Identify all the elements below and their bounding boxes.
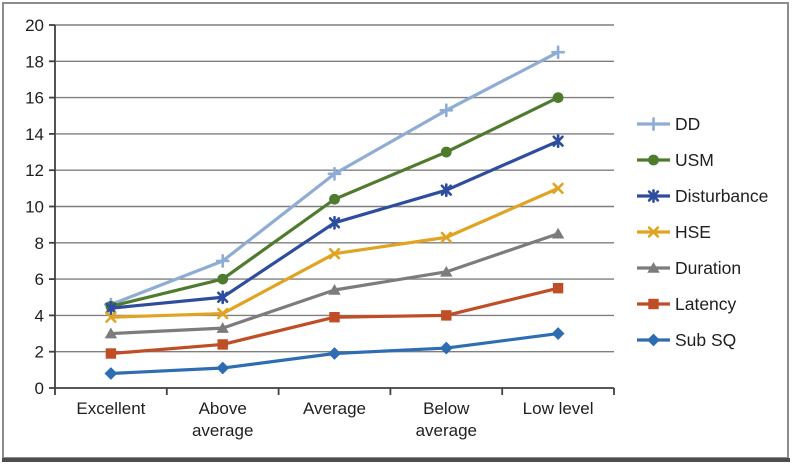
- y-tick-label: 16: [25, 89, 44, 108]
- y-tick-label: 6: [35, 270, 44, 289]
- x-category-label: average: [416, 421, 477, 440]
- square-marker: [105, 348, 117, 359]
- y-tick-label: 12: [25, 161, 44, 180]
- y-tick-label: 8: [35, 234, 44, 253]
- legend-label: Sub SQ: [675, 330, 736, 350]
- x-marker: [105, 311, 117, 323]
- x-category-label: Above: [199, 399, 247, 418]
- x-category-label: Average: [303, 399, 366, 418]
- triangle-marker: [440, 265, 453, 277]
- triangle-marker: [216, 322, 229, 333]
- circle-marker: [552, 92, 564, 103]
- asterisk-marker: [105, 302, 117, 314]
- y-tick-label: 2: [35, 343, 44, 362]
- y-tick-label: 10: [25, 198, 44, 217]
- x-category-label: Excellent: [76, 399, 145, 418]
- circle-marker: [217, 273, 229, 285]
- square-marker: [329, 312, 340, 323]
- y-tick-label: 14: [25, 125, 44, 144]
- x-marker: [328, 247, 341, 260]
- x-category-label: Below: [423, 399, 470, 418]
- x-category-label: average: [192, 421, 253, 440]
- x-marker: [647, 226, 660, 238]
- triangle-marker: [104, 327, 118, 339]
- asterisk-marker: [440, 184, 453, 196]
- diamond-marker: [439, 341, 453, 355]
- legend-label: Disturbance: [675, 186, 768, 206]
- circle-marker: [440, 146, 452, 158]
- x-marker: [440, 231, 453, 244]
- legend-label: Latency: [675, 294, 737, 314]
- legend-label: Duration: [675, 258, 741, 278]
- square-marker: [217, 339, 228, 350]
- triangle-marker: [328, 283, 341, 295]
- asterisk-marker: [328, 217, 341, 229]
- asterisk-marker: [647, 190, 660, 202]
- diamond-marker: [647, 333, 660, 347]
- figure-border: [2, 2, 789, 459]
- legend-label: DD: [675, 114, 700, 134]
- circle-marker: [648, 154, 659, 166]
- triangle-marker: [551, 227, 565, 239]
- legend-label: USM: [675, 150, 714, 170]
- asterisk-marker: [552, 135, 564, 147]
- x-marker: [552, 182, 564, 195]
- asterisk-marker: [217, 291, 229, 303]
- y-tick-label: 18: [25, 52, 44, 71]
- square-marker: [648, 298, 659, 310]
- legend-label: HSE: [675, 222, 711, 242]
- circle-marker: [329, 193, 340, 205]
- y-tick-label: 0: [35, 379, 44, 398]
- square-marker: [552, 282, 564, 294]
- triangle-marker: [647, 262, 660, 273]
- diamond-marker: [104, 367, 118, 380]
- y-tick-label: 4: [35, 306, 44, 325]
- square-marker: [441, 310, 452, 321]
- x-marker: [217, 307, 229, 320]
- diamond-marker: [328, 347, 341, 360]
- x-category-label: Low level: [523, 399, 594, 418]
- diamond-marker: [551, 327, 565, 340]
- y-tick-label: 20: [25, 16, 44, 35]
- diamond-marker: [216, 361, 230, 375]
